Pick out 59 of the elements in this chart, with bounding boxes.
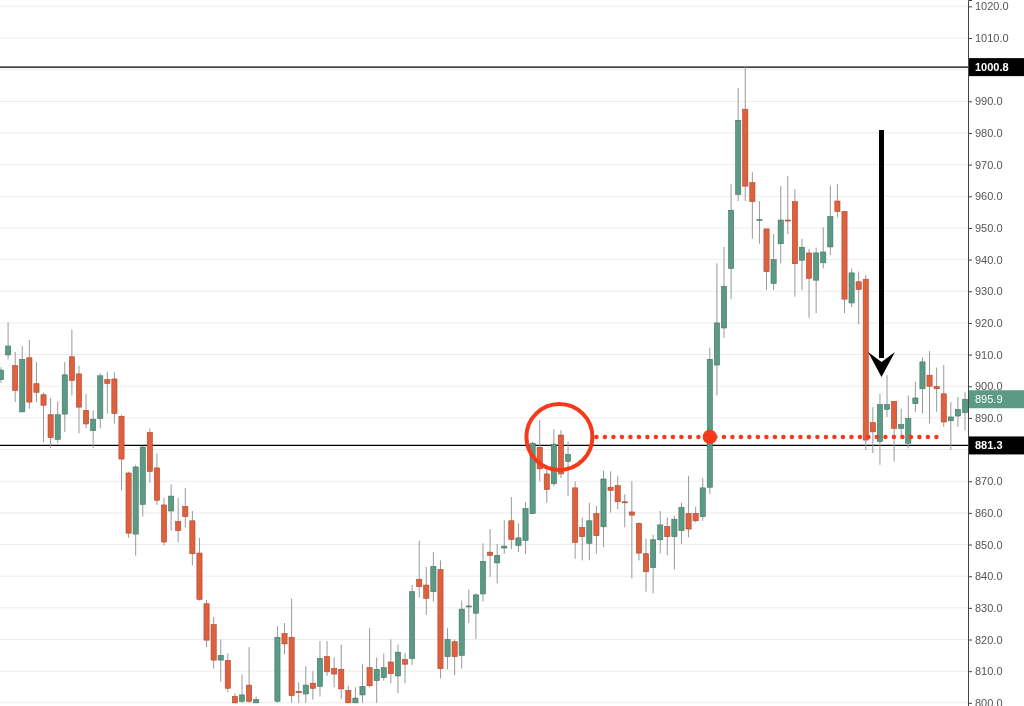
candlestick	[359, 663, 366, 704]
candlestick	[168, 483, 175, 532]
y-tick-label: 970.0	[975, 158, 1003, 171]
y-tick-label: 920.0	[975, 316, 1003, 329]
y-tick-label: 850.0	[975, 538, 1003, 551]
candlestick	[664, 517, 671, 556]
y-tick-label: 890.0	[975, 411, 1003, 424]
candlestick	[756, 200, 763, 245]
text: 895.9	[975, 393, 1003, 406]
candlestick	[387, 639, 394, 684]
candlestick	[217, 639, 224, 683]
y-tick-label: 820.0	[975, 633, 1003, 646]
y-tick-label: 830.0	[975, 601, 1003, 614]
candlestick	[444, 627, 451, 670]
y-tick-label: 810.0	[975, 665, 1003, 678]
candlestick	[487, 528, 493, 578]
y-tick-label: 800.0	[975, 696, 1003, 706]
candlestick	[182, 487, 189, 528]
candlestick	[494, 543, 501, 584]
candlestick	[402, 652, 408, 684]
ref-line-label: 881.3	[975, 439, 1003, 452]
y-tick-label: 990.0	[975, 95, 1003, 108]
candlestick	[593, 505, 600, 555]
candlestick	[628, 480, 635, 579]
candlestick	[366, 627, 373, 688]
candlestick	[508, 496, 515, 550]
candlestick	[395, 644, 401, 694]
candlestick	[565, 441, 571, 497]
candlestick	[83, 393, 89, 429]
y-tick-label: 900.0	[975, 380, 1003, 393]
candlestick	[175, 497, 182, 543]
candlestick	[40, 392, 47, 443]
candlestick	[912, 380, 919, 413]
y-tick-label: 1020.0	[975, 0, 1009, 13]
ref-line-label: 1000.8	[975, 61, 1009, 74]
candlestick	[777, 185, 784, 264]
candlestick	[302, 665, 309, 704]
candlestick	[47, 397, 54, 449]
y-tick-label: 910.0	[975, 348, 1003, 361]
y-tick-label: 1010.0	[975, 32, 1009, 45]
candlestick	[543, 466, 550, 504]
candlestick	[501, 519, 508, 555]
candlestick	[90, 409, 97, 449]
candlestick	[770, 233, 777, 291]
y-tick-label: 940.0	[975, 253, 1003, 266]
y-tick-label: 980.0	[975, 126, 1003, 139]
y-tick-label: 930.0	[975, 285, 1003, 298]
candlestick	[799, 238, 805, 291]
y-tick-label: 870.0	[975, 475, 1003, 488]
candlestick	[239, 673, 245, 704]
y-tick-label: 960.0	[975, 190, 1003, 203]
candlestick	[309, 670, 316, 701]
candlestick	[246, 646, 252, 704]
candlestick	[451, 639, 458, 676]
y-tick-label: 860.0	[975, 506, 1003, 519]
y-tick-label: 950.0	[975, 221, 1003, 234]
y-tick-label: 840.0	[975, 570, 1003, 583]
candlestick	[5, 321, 11, 360]
candlestick	[586, 502, 593, 561]
